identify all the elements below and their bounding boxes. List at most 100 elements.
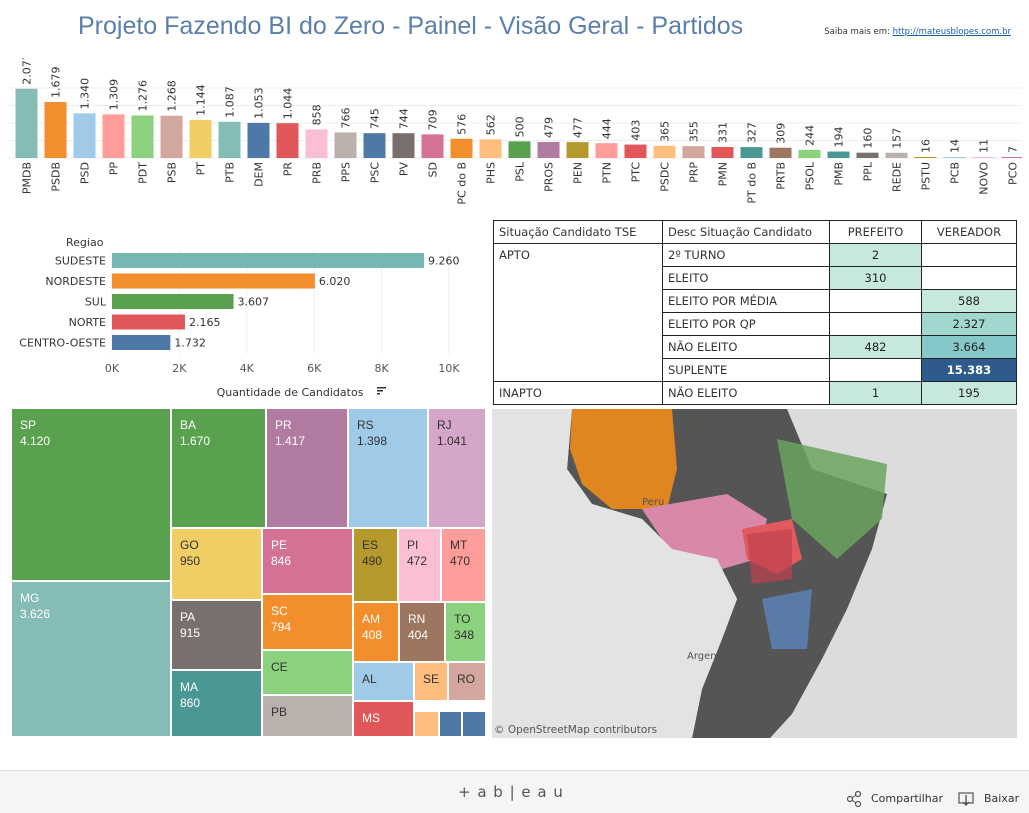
party-category-label: PP (108, 162, 121, 176)
matrix-header-cell[interactable]: VEREADOR (921, 220, 1017, 244)
treemap-tile[interactable]: MG 3.626 (12, 582, 172, 738)
sort-icon[interactable] (377, 387, 386, 395)
treemap-tile[interactable] (463, 712, 487, 738)
region-bar[interactable] (112, 314, 185, 330)
party-bar[interactable] (276, 123, 299, 158)
party-bar[interactable] (334, 132, 357, 158)
region-bar[interactable] (112, 273, 315, 289)
party-bar[interactable] (566, 142, 589, 158)
x-tick-label: 6K (307, 362, 322, 375)
party-bar[interactable] (798, 149, 821, 158)
download-button[interactable]: Baixar (958, 791, 1026, 811)
party-category-label: PHS (485, 162, 498, 184)
treemap-tile[interactable] (415, 712, 440, 738)
treemap-tile[interactable]: SC 794 (263, 595, 354, 651)
treemap-tile[interactable]: MS (354, 702, 415, 738)
treemap-tile[interactable]: RS 1.398 (349, 409, 429, 529)
saiba-mais-link[interactable]: http://mateusblopes.com.br (892, 27, 1011, 37)
matrix-row[interactable]: ELEITO 310 (494, 266, 1017, 290)
matrix-header-cell[interactable]: PREFEITO (829, 220, 922, 244)
treemap-tile[interactable]: ES 490 (354, 529, 399, 603)
treemap-value-label: 860 (180, 696, 201, 710)
party-bar[interactable] (682, 146, 705, 158)
party-bar[interactable] (653, 145, 676, 158)
treemap-tile[interactable]: BA 1.670 (172, 409, 267, 529)
matrix-row[interactable]: ELEITO POR QP 2.327 (494, 312, 1017, 336)
matrix-header-cell[interactable]: Situação Candidato TSE (493, 220, 663, 244)
treemap-tile[interactable]: TO 348 (446, 603, 487, 663)
party-bar[interactable] (73, 113, 96, 158)
treemap-tile[interactable]: AM 408 (354, 603, 400, 663)
party-bar[interactable] (740, 147, 763, 158)
party-bar[interactable] (914, 157, 937, 158)
share-button[interactable]: Compartilhar (846, 791, 976, 811)
treemap-tile[interactable]: MA 860 (172, 671, 263, 738)
region-bar[interactable] (112, 335, 171, 350)
region-bar[interactable] (112, 294, 234, 309)
party-bar[interactable] (189, 119, 212, 158)
treemap-tile[interactable]: SP 4.120 (12, 409, 172, 582)
party-bar[interactable] (305, 129, 328, 158)
party-bar[interactable] (856, 152, 879, 158)
matrix-header-cell[interactable]: Desc Situação Candidato (662, 220, 830, 244)
party-bar[interactable] (450, 138, 473, 158)
party-bar[interactable] (972, 157, 995, 158)
matrix-desc-cell: NÃO ELEITO (662, 335, 830, 359)
party-bar[interactable] (1001, 157, 1023, 158)
party-category-label: PSC (369, 162, 382, 184)
party-value-label: 766 (340, 107, 353, 128)
party-bar[interactable] (711, 146, 734, 158)
matrix-row[interactable]: INAPTO NÃO ELEITO 1 195 (493, 381, 1017, 405)
treemap-tile[interactable]: PA 915 (172, 601, 263, 671)
brazil-map[interactable]: Peru Argentina © OpenStreetMap contribut… (492, 409, 1017, 738)
treemap-value-label: 404 (408, 628, 429, 642)
treemap-tile[interactable]: AL (354, 663, 415, 702)
party-bar[interactable] (479, 139, 502, 158)
party-bar[interactable] (218, 121, 241, 158)
matrix-value-cell: 15.383 (921, 358, 1017, 382)
party-category-label: PTN (601, 162, 614, 184)
party-bar[interactable] (769, 147, 792, 158)
region-south (762, 589, 812, 649)
treemap-tile[interactable]: RO (449, 663, 487, 702)
treemap-tile[interactable]: PE 846 (263, 529, 354, 595)
party-bar[interactable] (943, 157, 966, 158)
party-value-label: 1.276 (137, 80, 150, 112)
region-bar[interactable] (112, 253, 425, 268)
matrix-row[interactable]: SUPLENTE 15.383 (494, 358, 1017, 382)
party-bar[interactable] (508, 141, 531, 158)
party-bar[interactable] (392, 133, 415, 158)
party-bar[interactable] (885, 152, 908, 158)
treemap-tile[interactable]: SE (415, 663, 449, 702)
party-category-label: PT do B (746, 162, 759, 204)
treemap-tile[interactable]: RN 404 (400, 603, 446, 663)
treemap-tile[interactable] (440, 712, 463, 738)
matrix-desc-cell: ELEITO POR QP (662, 312, 830, 336)
matrix-row[interactable]: APTO 2º TURNO 2 (493, 243, 1017, 382)
party-bar[interactable] (421, 134, 444, 158)
matrix-row[interactable]: ELEITO POR MÉDIA 588 (494, 289, 1017, 313)
treemap-tile[interactable]: MT 470 (442, 529, 487, 603)
treemap-tile[interactable]: CE (263, 651, 354, 696)
party-bar[interactable] (537, 142, 560, 158)
party-bar[interactable] (624, 144, 647, 158)
party-value-label: 16 (920, 139, 933, 153)
matrix-desc-cell: NÃO ELEITO (662, 381, 830, 405)
party-bar[interactable] (131, 115, 154, 158)
party-bar[interactable] (102, 114, 125, 158)
party-value-label: 403 (630, 120, 643, 141)
treemap-tile[interactable]: GO 950 (172, 529, 263, 601)
treemap-tile[interactable]: RJ 1.041 (429, 409, 487, 529)
party-bar[interactable] (363, 133, 386, 158)
party-bar[interactable] (595, 143, 618, 158)
party-bar[interactable] (160, 115, 183, 158)
treemap-tile[interactable]: PB (263, 696, 354, 738)
saiba-mais: Saiba mais em: http://mateusblopes.com.b… (824, 27, 1011, 37)
treemap-tile[interactable]: PI 472 (399, 529, 442, 603)
treemap-tile[interactable]: PR 1.417 (267, 409, 349, 529)
party-bar[interactable] (15, 88, 38, 158)
matrix-row[interactable]: NÃO ELEITO 482 3.664 (494, 335, 1017, 359)
party-bar[interactable] (247, 122, 270, 158)
party-bar[interactable] (44, 102, 67, 158)
party-bar[interactable] (827, 151, 850, 158)
